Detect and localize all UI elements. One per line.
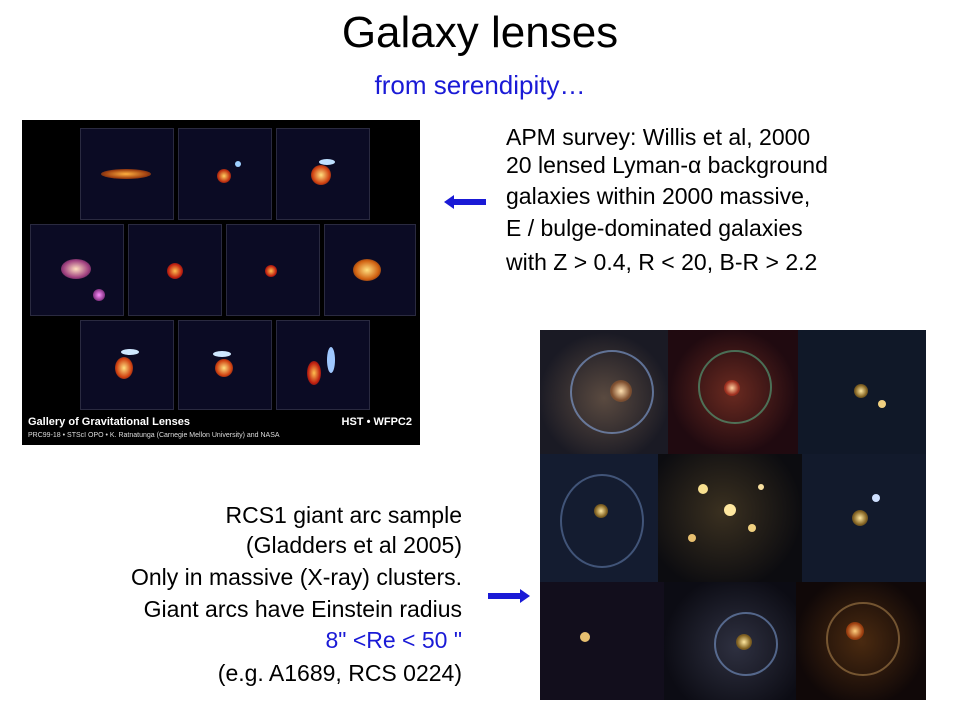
lens-gallery-image: Gallery of Gravitational Lenses PRC99-18… [22, 120, 420, 445]
rcs-line-4: Giant arcs have Einstein radius [143, 596, 462, 622]
apm-line-1: APM survey: Willis et al, 2000 [506, 124, 811, 150]
gallery-panel [178, 128, 272, 220]
gallery-panel [80, 128, 174, 220]
gallery-panel [226, 224, 320, 316]
gallery-instrument: HST • WFPC2 [341, 416, 412, 428]
apm-line-3: galaxies within 2000 massive, [506, 183, 811, 209]
mosaic-panel [664, 582, 796, 700]
gallery-credit: PRC99-18 • STScI OPO • K. Ratnatunga (Ca… [28, 432, 280, 439]
rcs-line-5: 8" <Re < 50 " [325, 627, 462, 653]
gallery-panel [276, 128, 370, 220]
mosaic-panel [802, 454, 926, 582]
mosaic-panel [540, 454, 658, 582]
gallery-panel [178, 320, 272, 410]
gallery-panel [30, 224, 124, 316]
gallery-panel [80, 320, 174, 410]
slide-subtitle: from serendipity… [374, 70, 586, 100]
rcs-cluster-mosaic-image [540, 330, 926, 700]
rcs-line-3: Only in massive (X-ray) clusters. [130, 564, 462, 590]
arrow-left-icon [444, 195, 486, 209]
mosaic-panel [796, 582, 926, 700]
mosaic-panel [798, 330, 926, 454]
apm-line-2: 20 lensed Lyman-α background [506, 152, 828, 178]
arrow-right-icon [488, 589, 530, 603]
mosaic-panel [540, 330, 668, 454]
rcs-line-1: RCS1 giant arc sample [225, 502, 463, 528]
apm-line-5: with Z > 0.4, R < 20, B-R > 2.2 [506, 249, 818, 275]
slide-title: Galaxy lenses [341, 8, 619, 57]
gallery-caption: Gallery of Gravitational Lenses [28, 416, 191, 428]
mosaic-panel [658, 454, 802, 582]
mosaic-panel [540, 582, 664, 700]
gallery-panel [276, 320, 370, 410]
gallery-panel [324, 224, 416, 316]
rcs-line-6: (e.g. A1689, RCS 0224) [217, 660, 462, 686]
gallery-panel [128, 224, 222, 316]
apm-line-4: E / bulge-dominated galaxies [506, 215, 803, 241]
mosaic-panel [668, 330, 798, 454]
rcs-line-2: (Gladders et al 2005) [245, 532, 462, 558]
